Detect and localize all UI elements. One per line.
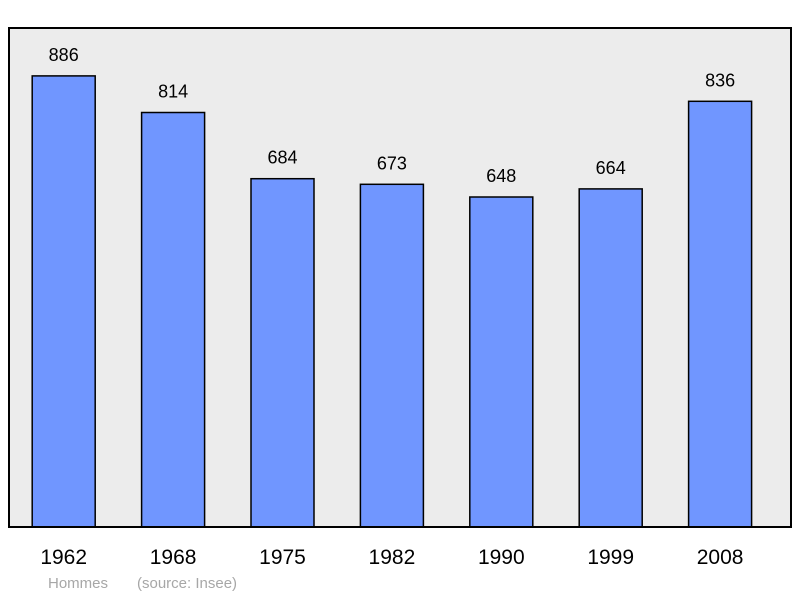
series-caption: Hommes [48, 575, 109, 592]
x-tick-label-1982: 1982 [369, 546, 416, 569]
bar-2008 [687, 100, 753, 528]
value-label-2008: 836 [705, 70, 735, 90]
bar-1999 [578, 188, 643, 528]
value-label-1975: 684 [267, 148, 297, 168]
source-caption: (source: Insee) [137, 575, 238, 592]
value-labels-group: 886 814 684 673 648 664 836 [49, 45, 735, 186]
x-tick-label-1975: 1975 [259, 546, 306, 569]
x-axis-tick-labels: 1962 1968 1975 1982 1990 1999 2008 [40, 546, 743, 569]
x-tick-label-1962: 1962 [40, 546, 87, 569]
value-label-1982: 673 [377, 153, 407, 173]
x-tick-label-1990: 1990 [478, 546, 525, 569]
x-tick-label-2008: 2008 [697, 546, 744, 569]
value-label-1999: 664 [596, 158, 626, 178]
bar-1975 [250, 177, 315, 528]
bars-group [31, 75, 753, 528]
value-label-1962: 886 [49, 45, 79, 65]
value-label-1968: 814 [158, 82, 188, 102]
bar-1962 [31, 75, 96, 528]
plot-frame [8, 27, 792, 528]
value-label-1990: 648 [486, 166, 516, 186]
bar-1968 [140, 111, 206, 528]
bar-1982 [359, 183, 425, 528]
x-tick-label-1968: 1968 [150, 546, 197, 569]
bar-1990 [469, 196, 534, 528]
x-tick-label-1999: 1999 [587, 546, 634, 569]
